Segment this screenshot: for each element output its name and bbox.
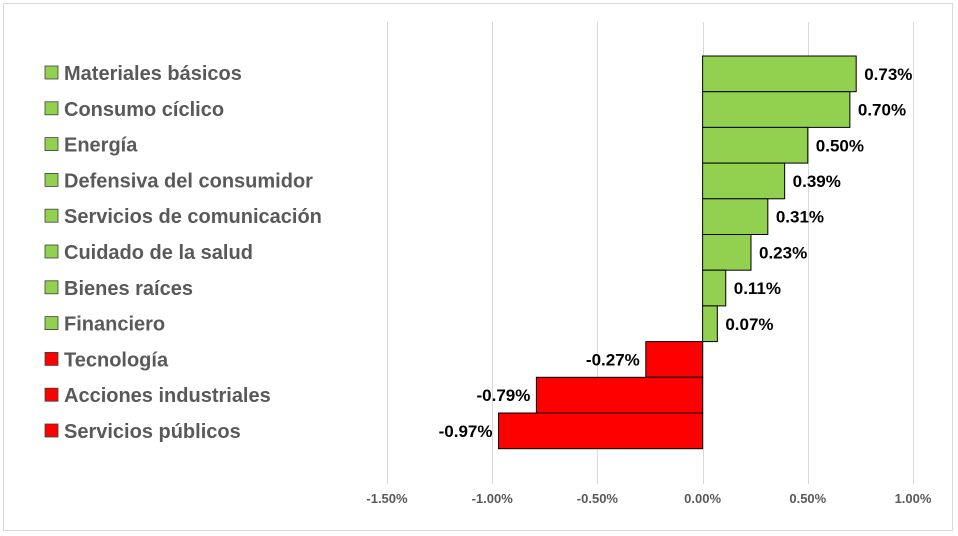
legend-entry: Acciones industriales bbox=[64, 385, 271, 407]
legend-swatch bbox=[44, 244, 59, 259]
data-label: 0.73% bbox=[864, 65, 912, 84]
x-tick-label: 1.00% bbox=[895, 491, 932, 506]
legend-swatch bbox=[44, 423, 59, 438]
bar bbox=[702, 91, 851, 128]
bar bbox=[702, 234, 752, 271]
legend-entry: Bienes raíces bbox=[64, 278, 193, 300]
x-tick-label: 0.50% bbox=[789, 491, 826, 506]
data-label: -0.97% bbox=[439, 422, 493, 441]
legend-swatch bbox=[44, 137, 59, 152]
bar bbox=[702, 198, 769, 236]
legend-swatch bbox=[44, 387, 59, 402]
legend-swatch bbox=[44, 208, 59, 223]
legend-entry: Consumo cíclico bbox=[64, 99, 224, 121]
x-axis-ticks: -1.50% -1.00% -0.50% 0.00% 0.50% 1.00% bbox=[366, 491, 931, 506]
data-label: 0.50% bbox=[816, 136, 864, 155]
value-labels: 0.73% 0.70% 0.50% 0.39% 0.31% 0.23% 0.11% 0.07%… bbox=[439, 65, 913, 441]
x-tick-label: 0.00% bbox=[684, 491, 721, 506]
legend-entry: Cuidado de la salud bbox=[64, 242, 253, 264]
x-tick-label: -1.00% bbox=[472, 491, 514, 506]
legend-entry: Energía bbox=[64, 135, 138, 157]
bar bbox=[702, 55, 857, 93]
legend-swatch bbox=[44, 351, 59, 366]
legend-swatch bbox=[44, 316, 59, 331]
x-tick-label: -1.50% bbox=[366, 491, 408, 506]
data-label: 0.70% bbox=[858, 101, 906, 120]
bar bbox=[498, 412, 704, 450]
legend-entry: Financiero bbox=[64, 314, 165, 336]
legend-entry: Tecnología bbox=[64, 349, 169, 371]
legend-swatch bbox=[44, 65, 59, 80]
legend-entry: Servicios de comunicación bbox=[64, 206, 322, 228]
bar bbox=[702, 126, 809, 164]
bar bbox=[702, 269, 727, 307]
bar bbox=[702, 162, 786, 200]
x-tick-label: -0.50% bbox=[577, 491, 619, 506]
bar bbox=[702, 305, 718, 343]
data-label: -0.79% bbox=[477, 386, 531, 405]
legend-swatch bbox=[44, 280, 59, 295]
legend-entry: Defensiva del consumidor bbox=[64, 170, 313, 192]
legend: Materiales básicos Consumo cíclico Energía… bbox=[44, 63, 322, 443]
data-label: 0.07% bbox=[725, 315, 773, 334]
bar bbox=[535, 376, 704, 414]
legend-swatch bbox=[44, 172, 59, 187]
bar bbox=[645, 341, 704, 378]
bars bbox=[498, 55, 857, 450]
legend-entry: Servicios públicos bbox=[64, 421, 241, 443]
data-label: -0.27% bbox=[586, 350, 640, 369]
data-label: 0.31% bbox=[776, 208, 824, 227]
data-label: 0.39% bbox=[793, 172, 841, 191]
data-label: 0.11% bbox=[734, 279, 781, 298]
data-label: 0.23% bbox=[759, 243, 807, 262]
legend-entry: Materiales básicos bbox=[64, 63, 242, 85]
legend-swatch bbox=[44, 101, 59, 116]
